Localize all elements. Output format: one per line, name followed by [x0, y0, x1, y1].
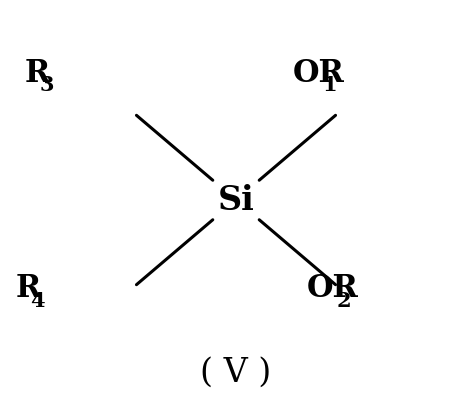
Text: 1: 1 [322, 75, 337, 95]
Text: R: R [16, 273, 41, 304]
Text: 2: 2 [337, 290, 351, 310]
Text: 3: 3 [40, 75, 54, 95]
Text: Si: Si [218, 184, 254, 217]
Text: 4: 4 [31, 290, 45, 310]
Text: R: R [25, 58, 50, 89]
Text: ( V ): ( V ) [201, 356, 271, 388]
Text: OR: OR [306, 273, 358, 304]
Text: OR: OR [292, 58, 344, 89]
